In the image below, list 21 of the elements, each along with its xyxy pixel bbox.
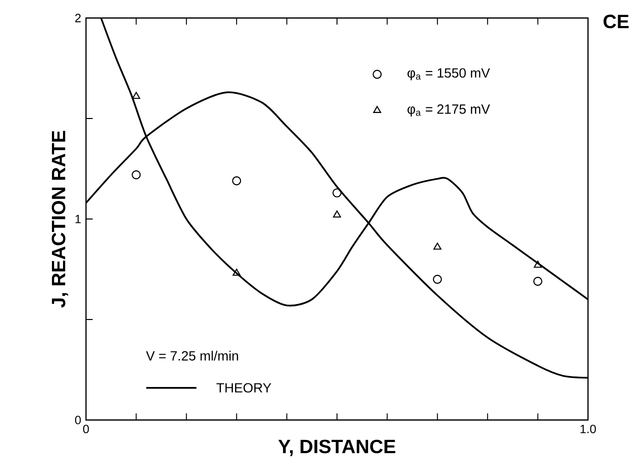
point [433, 242, 442, 250]
annotation: V = 7.25 ml/min [146, 350, 238, 361]
x-axis-title: Y, DISTANCE [278, 440, 396, 456]
point [533, 276, 542, 286]
point [132, 170, 141, 180]
point [333, 210, 342, 218]
point [534, 260, 542, 268]
point [332, 188, 342, 198]
y-tick-label: 2 [75, 14, 81, 22]
legend-label: φ$_{a}$ = 1550 mV [408, 68, 490, 80]
y-tick-label: 1 [76, 214, 81, 224]
annotation: THEORY [216, 383, 272, 393]
legend-label: φ$_{a}$ = 2175 mV [408, 104, 490, 116]
x-tick-label: 1.0 [580, 424, 596, 434]
y-tick-label: 0 [75, 416, 81, 424]
point [232, 268, 241, 276]
point [432, 274, 442, 284]
y-axis-title: J, REACTION RATE [52, 130, 68, 308]
point [132, 92, 140, 99]
text: CE [604, 14, 629, 28]
point [232, 176, 242, 186]
